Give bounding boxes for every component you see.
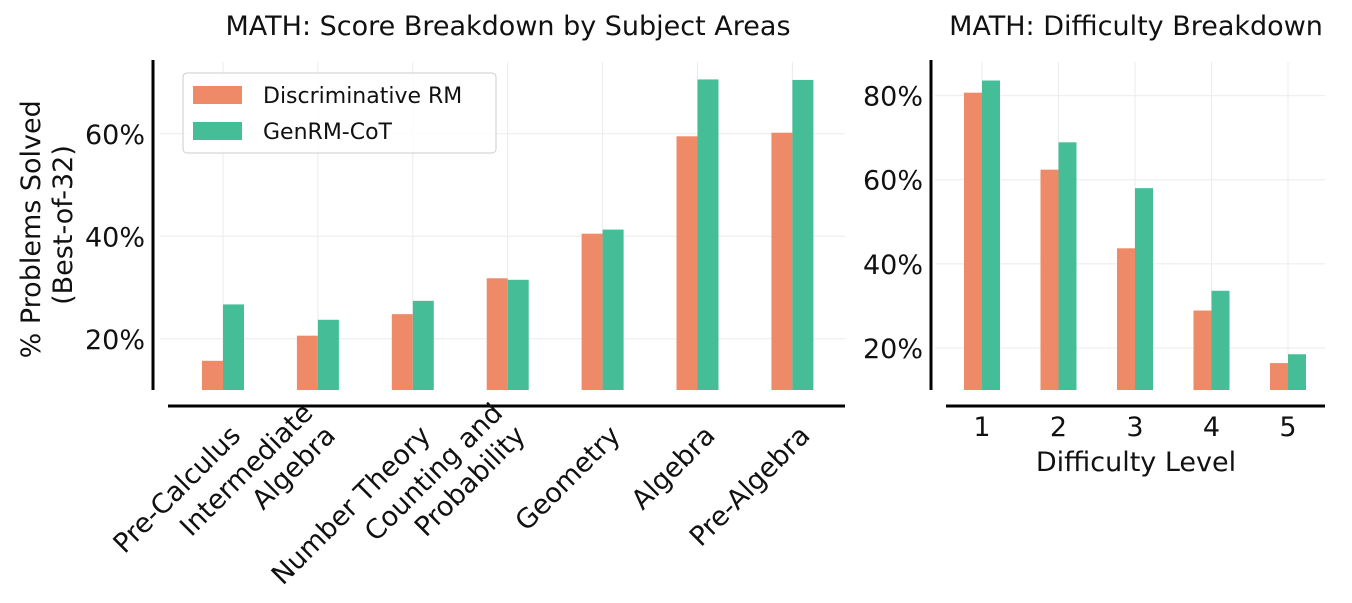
bar-genrm-cot <box>982 80 1000 390</box>
bar-discriminative-rm <box>964 92 982 390</box>
bar-genrm-cot <box>317 319 339 390</box>
x-tick-label: 4 <box>1203 412 1220 443</box>
bar-genrm-cot <box>412 300 434 390</box>
x-tick-label: Algebra <box>626 420 722 516</box>
bars <box>202 79 814 391</box>
bar-discriminative-rm <box>296 335 318 390</box>
subject-area-chart: 20% 40% 60% Pre-CalculusIntermediateAlgebr… <box>16 11 845 591</box>
legend-box <box>182 72 497 154</box>
x-axis-label: Difficulty Level <box>1036 447 1236 478</box>
y-axis-label-line-1: % Problems Solved <box>16 100 47 358</box>
bar-discriminative-rm <box>1193 310 1212 390</box>
y-axis-label: % Problems Solved (Best-of-32) <box>16 92 79 359</box>
bar-discriminative-rm <box>676 136 698 390</box>
bar-discriminative-rm <box>486 278 508 390</box>
x-tick-label: 1 <box>973 412 990 443</box>
bar-genrm-cot <box>602 229 624 390</box>
y-tick-label: 40% <box>85 222 145 253</box>
bar-genrm-cot <box>1288 354 1306 390</box>
legend-swatch-discriminative <box>193 86 242 104</box>
y-tick-labels: 20% 40% 60% 80% <box>863 82 923 365</box>
bar-genrm-cot <box>1211 290 1230 390</box>
bar-discriminative-rm <box>581 233 603 390</box>
x-tick-label: 2 <box>1050 412 1067 443</box>
y-tick-label: 60% <box>85 120 145 151</box>
x-tick-label: 5 <box>1279 412 1296 443</box>
bar-genrm-cot <box>697 79 719 391</box>
y-tick-labels: 20% 40% 60% <box>85 120 145 356</box>
bar-genrm-cot <box>792 79 814 390</box>
y-tick-label: 60% <box>863 166 923 197</box>
bar-discriminative-rm <box>771 132 793 390</box>
chart-title: MATH: Difficulty Breakdown <box>949 11 1323 42</box>
y-axis-label-line-2: (Best-of-32) <box>48 145 79 305</box>
bar-discriminative-rm <box>202 360 223 390</box>
bar-discriminative-rm <box>1270 363 1288 390</box>
chart-title: MATH: Score Breakdown by Subject Areas <box>225 11 790 42</box>
bars <box>964 80 1306 390</box>
legend-label-genrm: GenRM-CoT <box>263 120 393 145</box>
bar-discriminative-rm <box>1117 248 1135 390</box>
bar-discriminative-rm <box>1040 169 1059 390</box>
x-tick-label-line: Algebra <box>626 420 722 516</box>
axes <box>929 60 1325 408</box>
y-tick-label: 80% <box>863 82 923 113</box>
x-tick-label: 3 <box>1126 412 1143 443</box>
x-tick-labels: 1 2 3 4 5 <box>973 412 1296 443</box>
bar-genrm-cot <box>1058 142 1077 390</box>
bar-genrm-cot <box>507 279 529 390</box>
y-tick-label: 40% <box>863 250 923 281</box>
legend-label-discriminative: Discriminative RM <box>263 84 462 109</box>
legend: Discriminative RM GenRM-CoT <box>182 72 497 154</box>
y-tick-label: 20% <box>863 334 923 365</box>
y-tick-label: 20% <box>85 325 145 356</box>
difficulty-chart: 20% 40% 60% 80% 1 2 3 4 5 MATH: Difficulty Brea… <box>863 11 1325 478</box>
bar-genrm-cot <box>1135 188 1153 390</box>
legend-swatch-genrm <box>193 122 242 140</box>
bar-discriminative-rm <box>391 314 413 390</box>
axes <box>151 60 845 408</box>
bar-genrm-cot <box>223 304 244 390</box>
